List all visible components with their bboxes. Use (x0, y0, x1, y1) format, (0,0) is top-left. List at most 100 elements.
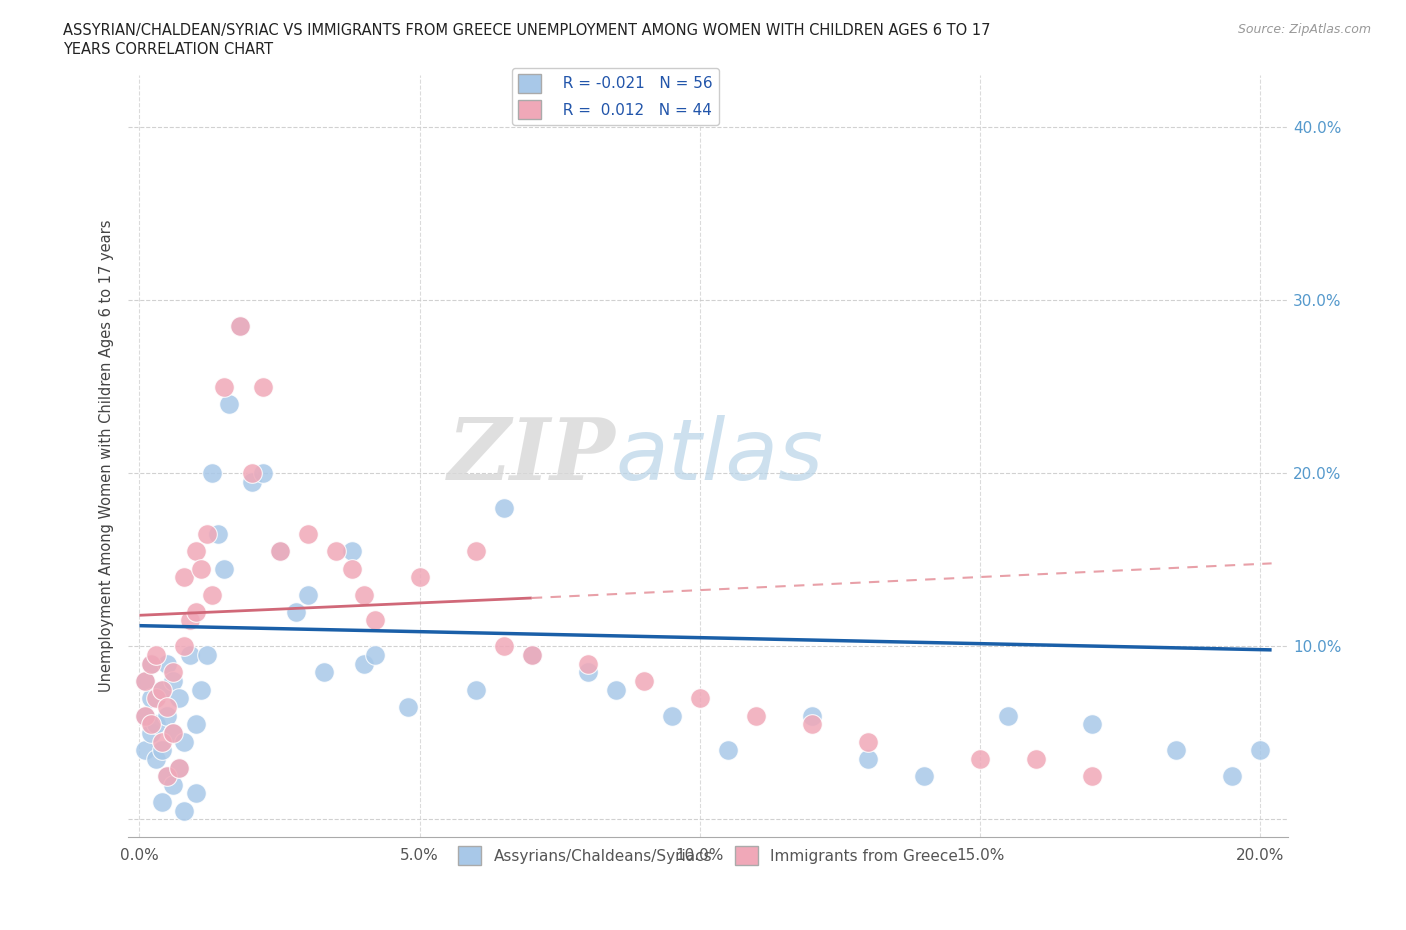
Point (398, 699, 420, 714)
Point (167, 760, 190, 775)
Point (661, 709, 683, 724)
Point (150, 734, 173, 749)
Point (464, 544, 486, 559)
Point (145, 717, 167, 732)
Point (145, 691, 167, 706)
Point (229, 319, 252, 334)
Point (162, 725, 184, 740)
Point (297, 526, 319, 541)
Point (314, 665, 336, 680)
Point (134, 709, 156, 724)
Point (297, 587, 319, 602)
Point (409, 570, 432, 585)
Point (179, 647, 201, 662)
Point (997, 709, 1019, 724)
Point (576, 657, 599, 671)
Point (464, 683, 486, 698)
Point (1025, 751, 1047, 766)
Point (745, 709, 768, 724)
Point (184, 544, 207, 559)
Point (912, 769, 935, 784)
Point (150, 743, 173, 758)
Point (1166, 743, 1188, 758)
Point (201, 587, 224, 602)
Point (162, 673, 184, 688)
Point (325, 544, 347, 559)
Point (364, 613, 387, 628)
Point (184, 786, 207, 801)
Point (139, 717, 162, 732)
Y-axis label: Unemployment Among Women with Children Ages 6 to 17 years: Unemployment Among Women with Children A… (100, 219, 114, 692)
Point (207, 526, 229, 541)
Point (240, 474, 263, 489)
Point (492, 500, 515, 515)
Point (145, 751, 167, 766)
Point (173, 804, 195, 818)
Point (1081, 769, 1104, 784)
Point (229, 319, 252, 334)
Point (184, 604, 207, 619)
Point (856, 751, 879, 766)
Point (173, 639, 195, 654)
Point (190, 561, 212, 576)
Point (212, 561, 235, 576)
Point (492, 639, 515, 654)
Point (364, 647, 387, 662)
Point (353, 587, 375, 602)
Point (173, 570, 195, 585)
Point (342, 561, 364, 576)
Point (150, 683, 173, 698)
Point (156, 709, 179, 724)
Point (269, 544, 291, 559)
Legend: Assyrians/Chaldeans/Syriacs, Immigrants from Greece: Assyrians/Chaldeans/Syriacs, Immigrants … (453, 840, 965, 871)
Point (156, 699, 179, 714)
Point (252, 379, 274, 394)
Point (139, 657, 162, 671)
Point (190, 683, 212, 698)
Point (134, 673, 156, 688)
Point (139, 691, 162, 706)
Text: YEARS CORRELATION CHART: YEARS CORRELATION CHART (63, 42, 273, 57)
Point (167, 760, 190, 775)
Point (240, 466, 263, 481)
Point (156, 769, 179, 784)
Point (212, 379, 235, 394)
Point (689, 691, 711, 706)
Point (162, 665, 184, 680)
Point (856, 734, 879, 749)
Point (520, 647, 543, 662)
Point (145, 647, 167, 662)
Point (252, 466, 274, 481)
Point (150, 683, 173, 698)
Point (633, 673, 655, 688)
Point (801, 717, 824, 732)
Point (342, 544, 364, 559)
Point (195, 526, 218, 541)
Point (201, 466, 224, 481)
Point (173, 734, 195, 749)
Point (162, 777, 184, 792)
Point (184, 717, 207, 732)
Point (134, 709, 156, 724)
Point (150, 795, 173, 810)
Point (520, 647, 543, 662)
Point (969, 751, 991, 766)
Point (1249, 743, 1271, 758)
Point (179, 613, 201, 628)
Point (195, 647, 218, 662)
Point (605, 683, 627, 698)
Text: atlas: atlas (616, 415, 824, 498)
Point (139, 725, 162, 740)
Point (285, 604, 308, 619)
Text: ZIP: ZIP (447, 415, 616, 498)
Point (139, 657, 162, 671)
Text: ASSYRIAN/CHALDEAN/SYRIAC VS IMMIGRANTS FROM GREECE UNEMPLOYMENT AMONG WOMEN WITH: ASSYRIAN/CHALDEAN/SYRIAC VS IMMIGRANTS F… (63, 23, 991, 38)
Point (353, 657, 375, 671)
Point (1222, 769, 1244, 784)
Point (167, 691, 190, 706)
Point (1081, 717, 1104, 732)
Text: Source: ZipAtlas.com: Source: ZipAtlas.com (1237, 23, 1371, 36)
Point (218, 397, 240, 412)
Point (156, 769, 179, 784)
Point (134, 743, 156, 758)
